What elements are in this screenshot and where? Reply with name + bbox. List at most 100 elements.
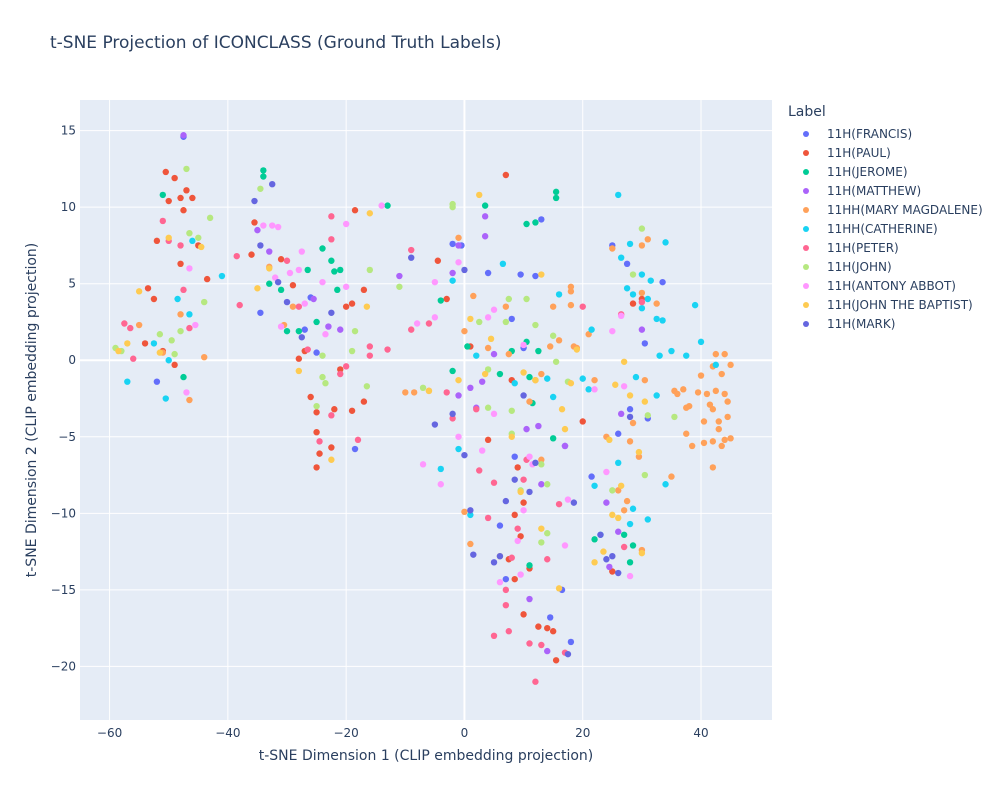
data-point[interactable] [508,433,515,440]
data-point[interactable] [606,563,613,571]
data-point[interactable] [603,499,610,506]
data-point[interactable] [544,375,551,382]
data-point[interactable] [573,346,581,353]
data-point[interactable] [467,384,474,392]
data-point[interactable] [549,332,557,339]
data-point[interactable] [437,465,444,473]
data-point[interactable] [464,343,471,350]
data-point[interactable] [135,288,143,295]
data-point[interactable] [384,202,391,209]
data-point[interactable] [289,282,297,289]
data-point[interactable] [538,461,545,468]
data-point[interactable] [502,497,510,505]
data-point[interactable] [615,191,622,199]
data-point[interactable] [609,327,616,335]
data-point[interactable] [520,341,527,349]
data-point[interactable] [115,347,122,355]
data-point[interactable] [653,300,660,307]
data-point[interactable] [484,436,492,444]
data-point[interactable] [461,266,468,274]
data-point[interactable] [511,380,518,387]
data-point[interactable] [526,373,533,381]
data-point[interactable] [617,254,625,261]
data-point[interactable] [600,548,607,555]
data-point[interactable] [609,552,616,560]
data-point[interactable] [706,401,714,408]
data-point[interactable] [712,387,720,395]
data-point[interactable] [508,407,515,414]
data-point[interactable] [304,346,311,353]
data-point[interactable] [342,220,350,228]
data-point[interactable] [638,298,646,306]
data-point[interactable] [523,295,530,303]
data-point[interactable] [449,203,456,211]
data-point[interactable] [520,476,527,483]
data-point[interactable] [360,398,368,405]
data-point[interactable] [671,413,678,421]
data-point[interactable] [396,272,403,280]
data-point[interactable] [567,380,575,387]
data-point[interactable] [342,363,350,370]
data-point[interactable] [502,318,510,326]
data-point[interactable] [271,274,279,281]
data-point[interactable] [727,361,734,369]
data-point[interactable] [490,410,498,418]
data-point[interactable] [700,418,708,425]
data-point[interactable] [168,337,175,344]
data-point[interactable] [626,392,634,399]
data-point[interactable] [579,303,586,310]
data-point[interactable] [620,507,628,514]
data-point[interactable] [520,369,527,376]
data-point[interactable] [626,240,634,248]
data-point[interactable] [496,552,504,560]
data-point[interactable] [709,406,717,413]
data-point[interactable] [526,488,533,496]
data-point[interactable] [366,352,374,359]
data-point[interactable] [198,243,205,251]
data-point[interactable] [328,412,335,419]
data-point[interactable] [511,511,518,519]
data-point[interactable] [260,222,267,229]
data-point[interactable] [251,219,258,226]
data-point[interactable] [517,533,524,540]
data-point[interactable] [183,187,190,194]
data-point[interactable] [609,245,616,252]
data-point[interactable] [490,350,498,358]
data-point[interactable] [322,380,329,387]
data-point[interactable] [547,343,554,350]
data-point[interactable] [177,311,184,318]
data-point[interactable] [629,542,637,549]
data-point[interactable] [313,402,320,410]
data-point[interactable] [162,395,169,402]
legend-item[interactable]: 11H(JEROME) [788,162,983,181]
data-point[interactable] [180,207,187,214]
data-point[interactable] [517,271,524,278]
data-point[interactable] [189,237,196,245]
data-point[interactable] [668,473,675,480]
data-point[interactable] [366,343,374,350]
data-point[interactable] [626,413,634,421]
data-point[interactable] [644,236,651,243]
data-point[interactable] [322,331,329,338]
data-point[interactable] [629,300,637,307]
data-point[interactable] [298,334,305,341]
data-point[interactable] [567,301,575,309]
data-point[interactable] [283,327,291,335]
data-point[interactable] [535,422,542,430]
data-point[interactable] [662,239,669,246]
data-point[interactable] [470,292,477,300]
data-point[interactable] [177,194,184,202]
data-point[interactable] [579,418,586,425]
data-point[interactable] [561,442,569,450]
data-point[interactable] [490,479,498,486]
data-point[interactable] [641,398,649,405]
data-point[interactable] [425,387,433,395]
data-point[interactable] [360,286,368,294]
data-point[interactable] [558,406,566,413]
data-point[interactable] [473,352,480,359]
data-point[interactable] [585,331,592,338]
data-point[interactable] [156,349,164,356]
data-point[interactable] [325,323,332,330]
data-point[interactable] [449,277,456,284]
